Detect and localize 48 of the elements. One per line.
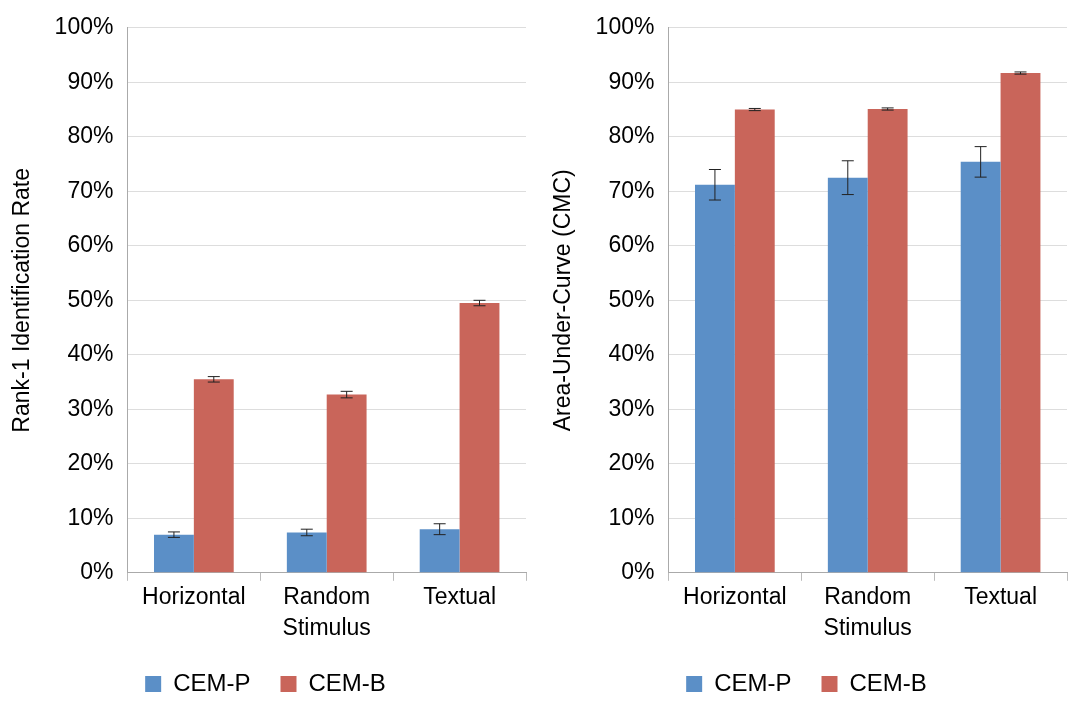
x-tick-label: Horizontal xyxy=(142,582,246,609)
x-tick-label: Horizontal xyxy=(683,582,787,609)
x-tick-label: Textual xyxy=(964,582,1038,609)
bar xyxy=(419,529,460,573)
y-axis-title: Area-Under-Curve (CMC) xyxy=(549,169,576,432)
bar xyxy=(827,177,868,573)
y-tick-label: 20% xyxy=(608,449,655,476)
y-tick-label: 40% xyxy=(608,340,655,367)
y-tick-label: 20% xyxy=(67,449,114,476)
y-tick-label: 40% xyxy=(67,340,114,367)
bar xyxy=(193,379,234,573)
y-tick-label: 90% xyxy=(67,67,114,94)
legend-label: CEM-B xyxy=(308,668,386,696)
y-tick-label: 100% xyxy=(595,13,655,40)
legend-label: CEM-P xyxy=(173,668,251,696)
x-axis-title: Stimulus xyxy=(823,613,912,640)
y-tick-label: 80% xyxy=(608,122,655,149)
y-tick-label: 60% xyxy=(608,231,655,258)
bar xyxy=(154,534,194,573)
y-tick-label: 50% xyxy=(67,285,114,312)
y-tick-label: 0% xyxy=(80,558,114,585)
legend-label: CEM-B xyxy=(849,668,927,696)
y-tick-label: 10% xyxy=(67,503,114,530)
y-tick-label: 70% xyxy=(608,176,655,203)
x-tick-label: Textual xyxy=(423,582,497,609)
bar xyxy=(326,394,367,573)
y-tick-label: 30% xyxy=(67,394,114,421)
x-tick-label: Random xyxy=(283,582,371,609)
y-tick-label: 10% xyxy=(608,503,655,530)
bar xyxy=(459,303,500,573)
y-tick-label: 80% xyxy=(67,122,114,149)
y-tick-label: 30% xyxy=(608,394,655,421)
bar xyxy=(867,109,908,573)
bar xyxy=(695,184,735,573)
x-tick-label: Random xyxy=(824,582,912,609)
y-tick-label: 100% xyxy=(54,13,114,40)
bar xyxy=(1000,73,1041,573)
y-axis-title: Rank-1 Identification Rate xyxy=(8,167,35,433)
x-axis-title: Stimulus xyxy=(282,613,371,640)
y-tick-label: 0% xyxy=(621,558,655,585)
y-tick-label: 50% xyxy=(608,285,655,312)
bar xyxy=(734,109,775,573)
y-tick-label: 70% xyxy=(67,176,114,203)
legend-label: CEM-P xyxy=(714,668,792,696)
y-tick-label: 60% xyxy=(67,231,114,258)
y-tick-label: 90% xyxy=(608,67,655,94)
bar xyxy=(960,161,1001,573)
bar xyxy=(286,532,327,573)
